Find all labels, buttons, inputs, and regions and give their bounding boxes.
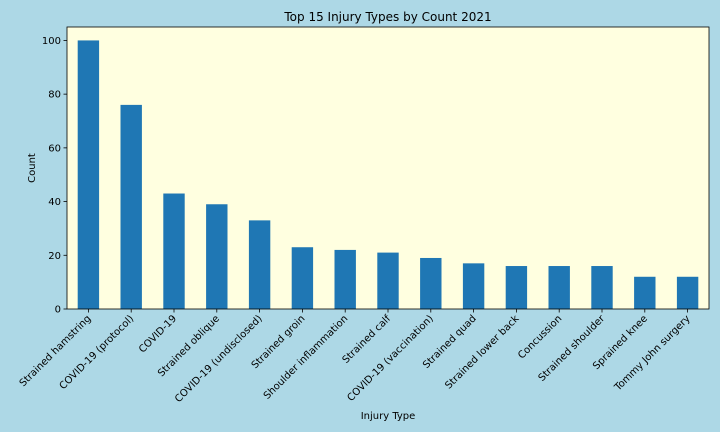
bar xyxy=(548,266,570,309)
bar xyxy=(634,276,656,309)
bar xyxy=(163,193,185,309)
plot-frame xyxy=(66,26,710,310)
y-tick-label: 40 xyxy=(48,197,61,208)
y-tick-label: 80 xyxy=(48,90,61,101)
y-tick-label: 100 xyxy=(42,36,61,47)
bar xyxy=(505,266,528,309)
x-tick-label: COVID-19 (vaccination) xyxy=(345,313,436,404)
x-tick-label: Strained lower back xyxy=(443,313,521,391)
bar xyxy=(334,249,356,309)
x-tick-label: Shoulder inflammation xyxy=(262,313,350,401)
bar xyxy=(420,257,442,309)
bar xyxy=(676,276,699,309)
x-tick-label: Concussion xyxy=(516,313,564,361)
x-tick-label: Tommy John surgery xyxy=(612,313,693,394)
x-tick-label: COVID-19 xyxy=(137,313,179,355)
x-axis-label: Injury Type xyxy=(361,411,416,422)
bar xyxy=(206,204,228,309)
bar xyxy=(462,263,485,309)
bar-series xyxy=(77,40,699,310)
bar xyxy=(291,247,314,309)
y-axis-ticks: 0 20 40 60 80 100 xyxy=(42,36,67,316)
y-tick-label: 60 xyxy=(48,143,61,154)
x-tick-label: Strained hamstring xyxy=(18,313,94,389)
bar xyxy=(120,104,142,309)
x-tick-label: COVID-19 (undisclosed) xyxy=(173,313,265,405)
bar xyxy=(377,252,399,309)
y-tick-label: 0 xyxy=(55,305,61,316)
chart-title: Top 15 Injury Types by Count 2021 xyxy=(283,10,491,24)
bar xyxy=(248,220,271,309)
y-axis-label: Count xyxy=(27,153,38,183)
bar xyxy=(591,266,613,309)
y-tick-label: 20 xyxy=(48,251,61,262)
bar xyxy=(77,40,100,310)
x-tick-label: COVID-19 (protocol) xyxy=(58,313,137,392)
